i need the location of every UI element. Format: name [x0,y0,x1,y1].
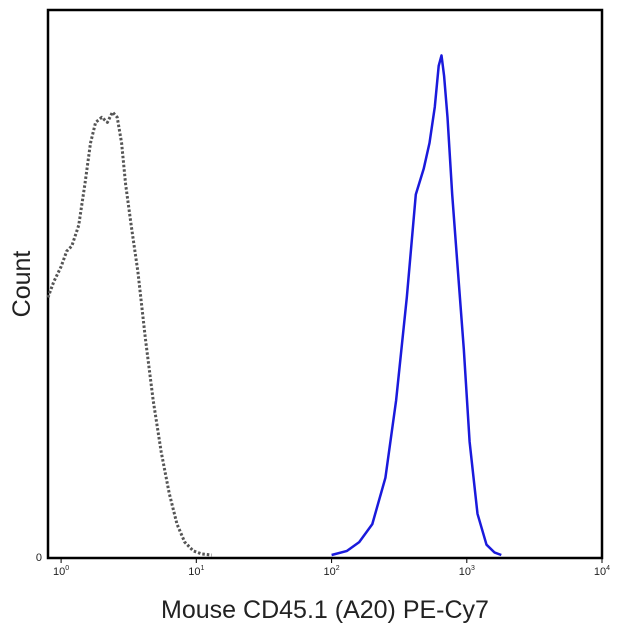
y-tick-label-0: 0 [36,552,42,564]
plot-frame [46,8,604,560]
histogram-series-0 [46,110,212,557]
x-tick-label-4: 104 [594,565,610,578]
series-layer [46,54,502,557]
y-axis-label: Count [8,251,36,318]
histogram-series-1 [331,54,502,557]
x-tick-label-3: 103 [459,565,475,578]
x-tick-label-0: 100 [53,565,69,578]
x-axis-label: Mouse CD45.1 (A20) PE-Cy7 [161,596,489,624]
x-axis-ticks: 100 101 102 103 104 [53,558,610,578]
x-tick-label-1: 101 [188,565,204,578]
x-tick-label-2: 102 [324,565,340,578]
